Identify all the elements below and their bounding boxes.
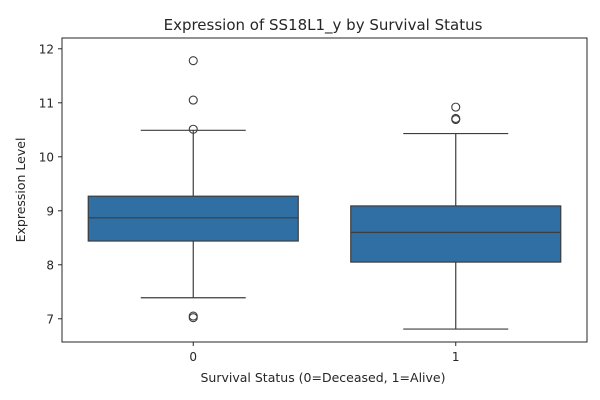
box-0	[87, 56, 299, 323]
x-tick-label: 1	[452, 350, 460, 364]
y-axis-ticks: 7 8 9 10 11 12	[39, 42, 62, 326]
y-tick-label: 11	[39, 96, 54, 110]
x-tick-label: 0	[189, 350, 197, 364]
box-1	[350, 102, 562, 330]
boxes-group	[87, 56, 562, 330]
outlier-point	[188, 313, 198, 323]
outlier-point	[451, 114, 461, 125]
y-tick-label: 9	[46, 204, 54, 218]
y-tick-label: 10	[39, 150, 54, 164]
x-axis-label: Survival Status (0=Deceased, 1=Alive)	[201, 370, 446, 385]
outlier-point	[188, 124, 198, 134]
outlier-point	[188, 56, 198, 66]
iqr-box	[350, 205, 562, 263]
chart-title: Expression of SS18L1_y by Survival Statu…	[164, 16, 483, 35]
y-tick-label: 12	[39, 42, 54, 56]
iqr-box	[87, 195, 299, 242]
y-tick-label: 8	[46, 258, 54, 272]
outlier-point	[188, 95, 198, 105]
y-axis-label: Expression Level	[13, 138, 28, 243]
plot-frame	[61, 37, 588, 343]
y-tick-label: 7	[46, 312, 54, 326]
outlier-point	[451, 102, 461, 112]
